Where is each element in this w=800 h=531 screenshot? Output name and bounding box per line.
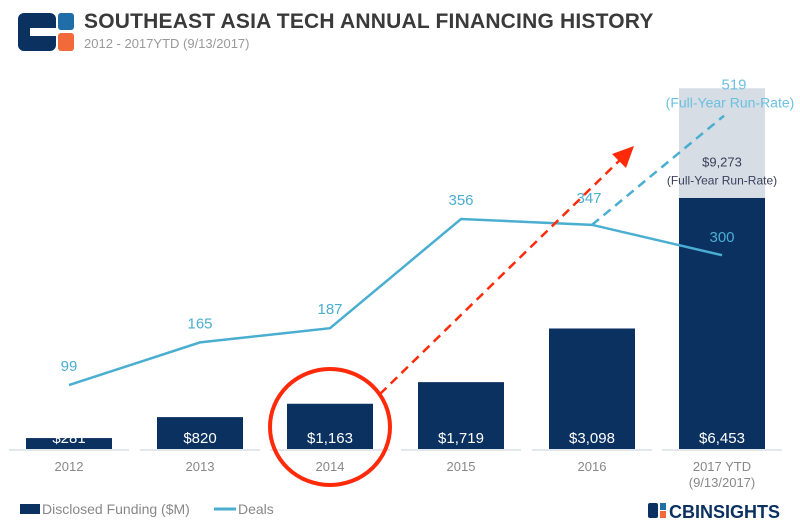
bar-label: $3,098	[569, 430, 615, 447]
deal-label: 99	[61, 358, 78, 375]
deals-projection-line	[591, 114, 725, 226]
cb-logo-icon	[18, 13, 74, 51]
highlight-circle	[268, 367, 392, 487]
x-tick-label: 2014	[316, 459, 345, 474]
deals-line	[68, 217, 723, 387]
runrate-deals-note: (Full-Year Run-Rate)	[666, 95, 795, 111]
legend-funding-label: Disclosed Funding ($M)	[42, 501, 190, 517]
footer-logo-icon-part	[660, 511, 666, 518]
chart-subtitle: 2012 - 2017YTD (9/13/2017)	[84, 36, 250, 51]
legend-deals-label: Deals	[238, 501, 274, 517]
bar-2015	[418, 382, 504, 449]
x-tick-sublabel: (9/13/2017)	[689, 475, 756, 490]
deal-label: 347	[576, 190, 601, 207]
trend-arrow-head-icon	[612, 146, 634, 168]
bar-2016	[549, 328, 635, 449]
legend-bar-swatch	[20, 504, 40, 514]
bar-label: $1,163	[307, 430, 353, 447]
trend-arrow-line	[379, 157, 623, 395]
bar-2012	[26, 438, 112, 449]
bar-label: $281	[52, 430, 85, 447]
x-tick-label: 2012	[55, 459, 84, 474]
bar-2013	[157, 417, 243, 449]
deal-label: 187	[317, 301, 342, 318]
bar-2017 YTD	[679, 197, 765, 449]
bar-2014	[287, 403, 373, 449]
x-tick-label: 2016	[578, 459, 607, 474]
deal-label: 300	[709, 229, 734, 246]
deal-label: 165	[187, 315, 212, 332]
runrate-funding-note: (Full-Year Run-Rate)	[667, 173, 777, 187]
x-tick-label: 2015	[447, 459, 476, 474]
deal-label: 356	[448, 192, 473, 209]
footer-logo-text: CBINSIGHTS	[669, 502, 780, 522]
x-tick-label: 2017 YTD	[693, 459, 751, 474]
bar-label: $1,719	[438, 430, 484, 447]
bar-label: $6,453	[699, 430, 745, 447]
runrate-deals-label: 519	[721, 77, 746, 94]
bar-label: $820	[183, 430, 216, 447]
runrate-funding-label: $9,273	[702, 154, 742, 169]
chart-title: SOUTHEAST ASIA TECH ANNUAL FINANCING HIS…	[84, 10, 654, 33]
footer-logo-icon	[648, 503, 658, 518]
x-tick-label: 2013	[186, 459, 215, 474]
footer-logo-icon-part	[660, 503, 666, 510]
